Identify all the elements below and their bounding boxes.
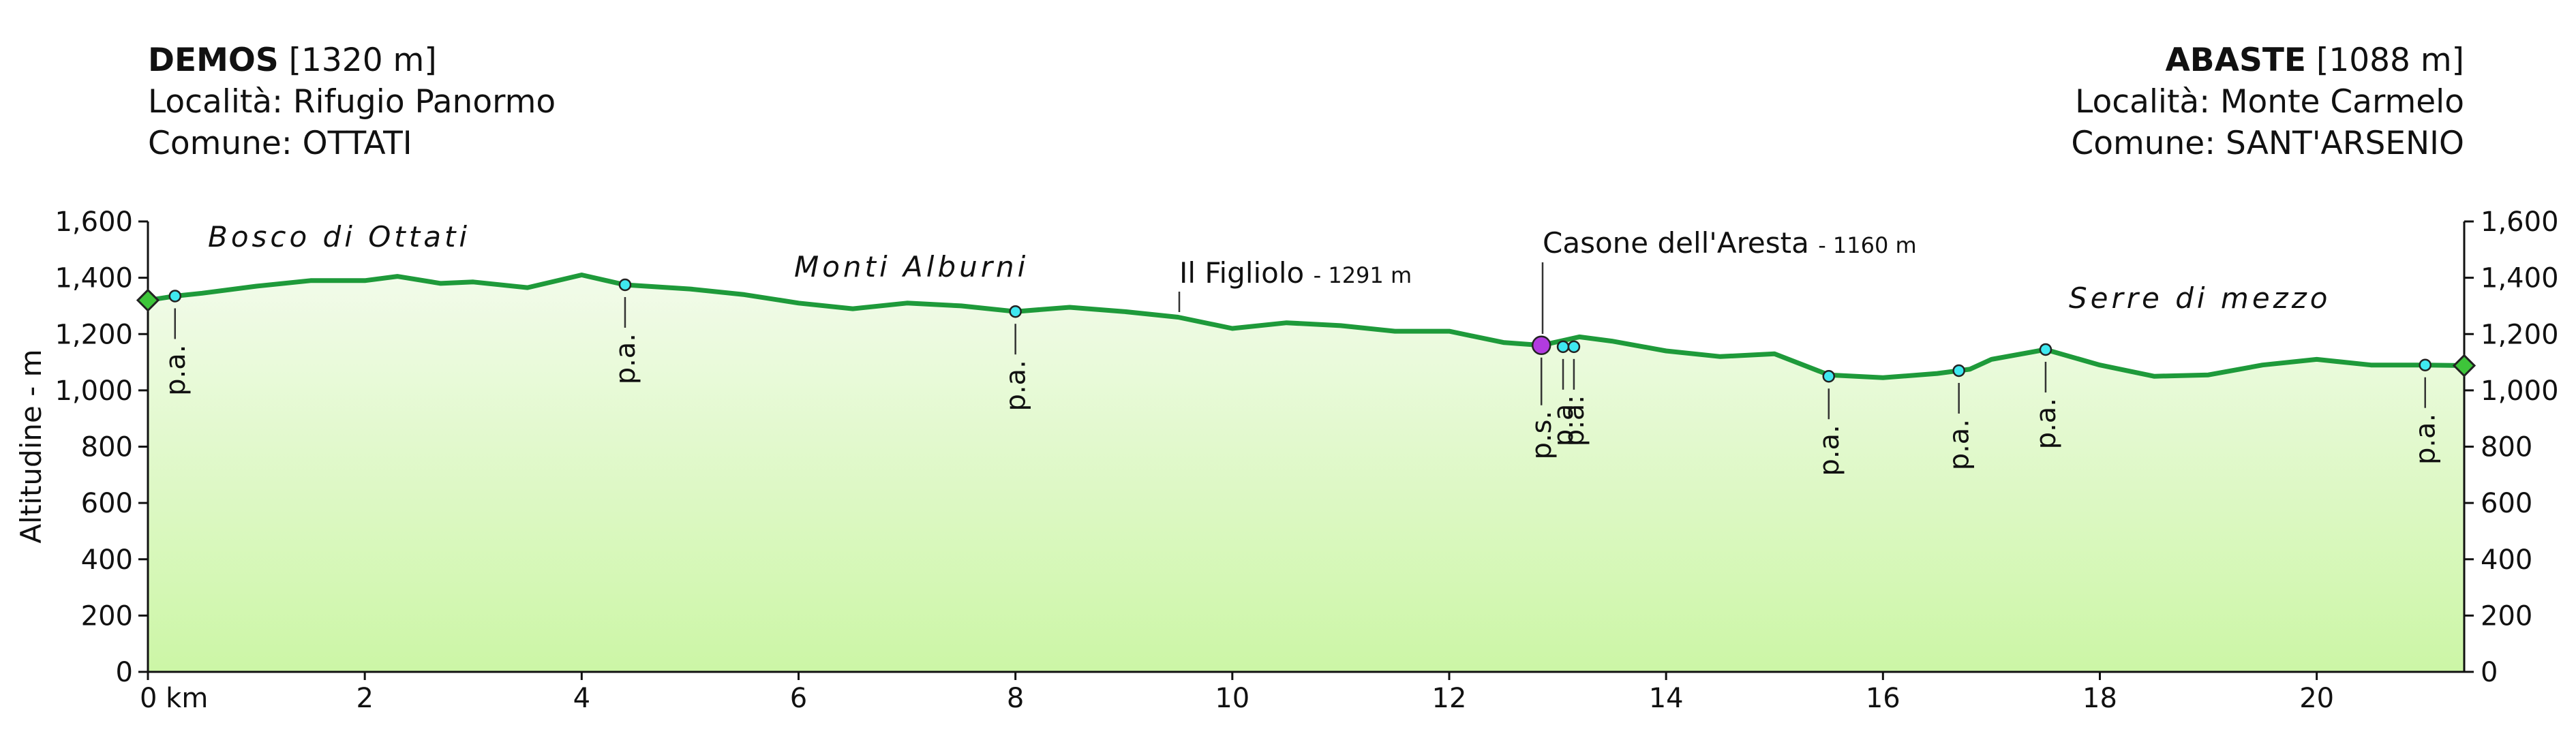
y-tick-label-right: 0 <box>2481 657 2498 688</box>
area-name: Monti Alburni <box>794 250 1029 283</box>
point-marker <box>1556 340 1570 354</box>
y-tick-label: 1,200 <box>55 319 133 350</box>
profile-line <box>147 273 2465 380</box>
marker-label: p.a. <box>160 344 192 395</box>
end-locality: Località: Monte Carmelo <box>2075 83 2464 121</box>
point-marker <box>2039 343 2052 356</box>
point-marker <box>1822 369 1836 383</box>
marker-label: p.a. <box>1814 425 1845 476</box>
y-tick-label-right: 1,200 <box>2481 319 2559 350</box>
point-marker <box>618 278 632 292</box>
x-tick-label: 14 <box>1649 683 1684 714</box>
x-tick-label: 16 <box>1866 683 1900 714</box>
place-name: Casone dell'Aresta <box>1543 226 1809 260</box>
end-name: ABASTE <box>2165 42 2306 79</box>
place-detail: - 1291 m <box>1314 262 1412 288</box>
y-tick-label-right: 1,400 <box>2481 263 2559 294</box>
marker-label: p.a. <box>610 333 641 384</box>
marker-label: p.a. <box>2031 398 2062 449</box>
y-tick-label: 1,400 <box>55 263 133 294</box>
x-tick-label: 10 <box>1215 683 1249 714</box>
place-name: Il Figliolo <box>1179 256 1304 290</box>
x-tick-label: 20 <box>2299 683 2334 714</box>
y-tick-label: 600 <box>81 488 133 519</box>
x-tick-label: 6 <box>790 683 807 714</box>
y-tick-label-right: 1,000 <box>2481 375 2559 407</box>
area-name: Serre di mezzo <box>2069 281 2331 315</box>
point-marker <box>1009 305 1022 318</box>
y-tick-label: 400 <box>81 544 133 576</box>
x-tick-label: 12 <box>1432 683 1467 714</box>
start-comune: Comune: OTTATI <box>148 125 412 162</box>
y-tick-label-right: 600 <box>2481 488 2532 519</box>
end-altitude: [1088 m] <box>2316 42 2464 79</box>
start-locality: Località: Rifugio Panormo <box>148 83 556 121</box>
endpoint-marker <box>2452 354 2476 377</box>
point-marker <box>168 290 182 303</box>
y-axis-label: Altitudine - m <box>14 349 48 543</box>
place-detail: - 1160 m <box>1818 232 1917 258</box>
point-marker <box>1952 364 1965 377</box>
y-tick-label: 1,600 <box>55 206 133 238</box>
y-tick-label-right: 400 <box>2481 544 2532 576</box>
y-tick-label-right: 1,600 <box>2481 206 2559 238</box>
profile-area <box>148 275 2464 672</box>
header-left-title: DEMOS [1320 m] <box>148 42 437 79</box>
y-tick-label-right: 800 <box>2481 432 2532 463</box>
header-right-title: ABASTE [1088 m] <box>2165 42 2464 79</box>
y-tick-label: 800 <box>81 432 133 463</box>
start-name: DEMOS <box>148 42 279 79</box>
y-tick-label: 200 <box>81 600 133 632</box>
start-altitude: [1320 m] <box>289 42 437 79</box>
point-marker <box>2419 358 2431 371</box>
x-tick-label: 0 km <box>140 683 208 714</box>
endpoint-marker <box>136 288 160 312</box>
y-tick-label-right: 200 <box>2481 600 2532 632</box>
marker-label: p.a. <box>2410 414 2442 465</box>
point-marker <box>1567 340 1581 354</box>
x-tick-label: 4 <box>573 683 590 714</box>
x-tick-label: 18 <box>2082 683 2117 714</box>
x-tick-label: 8 <box>1007 683 1024 714</box>
y-tick-label: 1,000 <box>55 375 133 407</box>
point-marker <box>1531 335 1551 356</box>
marker-label: p.a. <box>1559 395 1590 446</box>
area-name: Bosco di Ottati <box>208 220 470 253</box>
place-label: Il Figliolo - 1291 m <box>1179 256 1412 290</box>
marker-label: p.a. <box>1944 419 1975 470</box>
marker-label: p.a. <box>1548 395 1579 446</box>
marker-label: p.a. <box>1001 360 1032 411</box>
marker-label: p.s. <box>1526 411 1558 460</box>
y-tick-label: 0 <box>116 657 133 688</box>
x-tick-label: 2 <box>356 683 373 714</box>
place-label: Casone dell'Aresta - 1160 m <box>1543 226 1917 260</box>
end-comune: Comune: SANT'ARSENIO <box>2071 125 2464 162</box>
